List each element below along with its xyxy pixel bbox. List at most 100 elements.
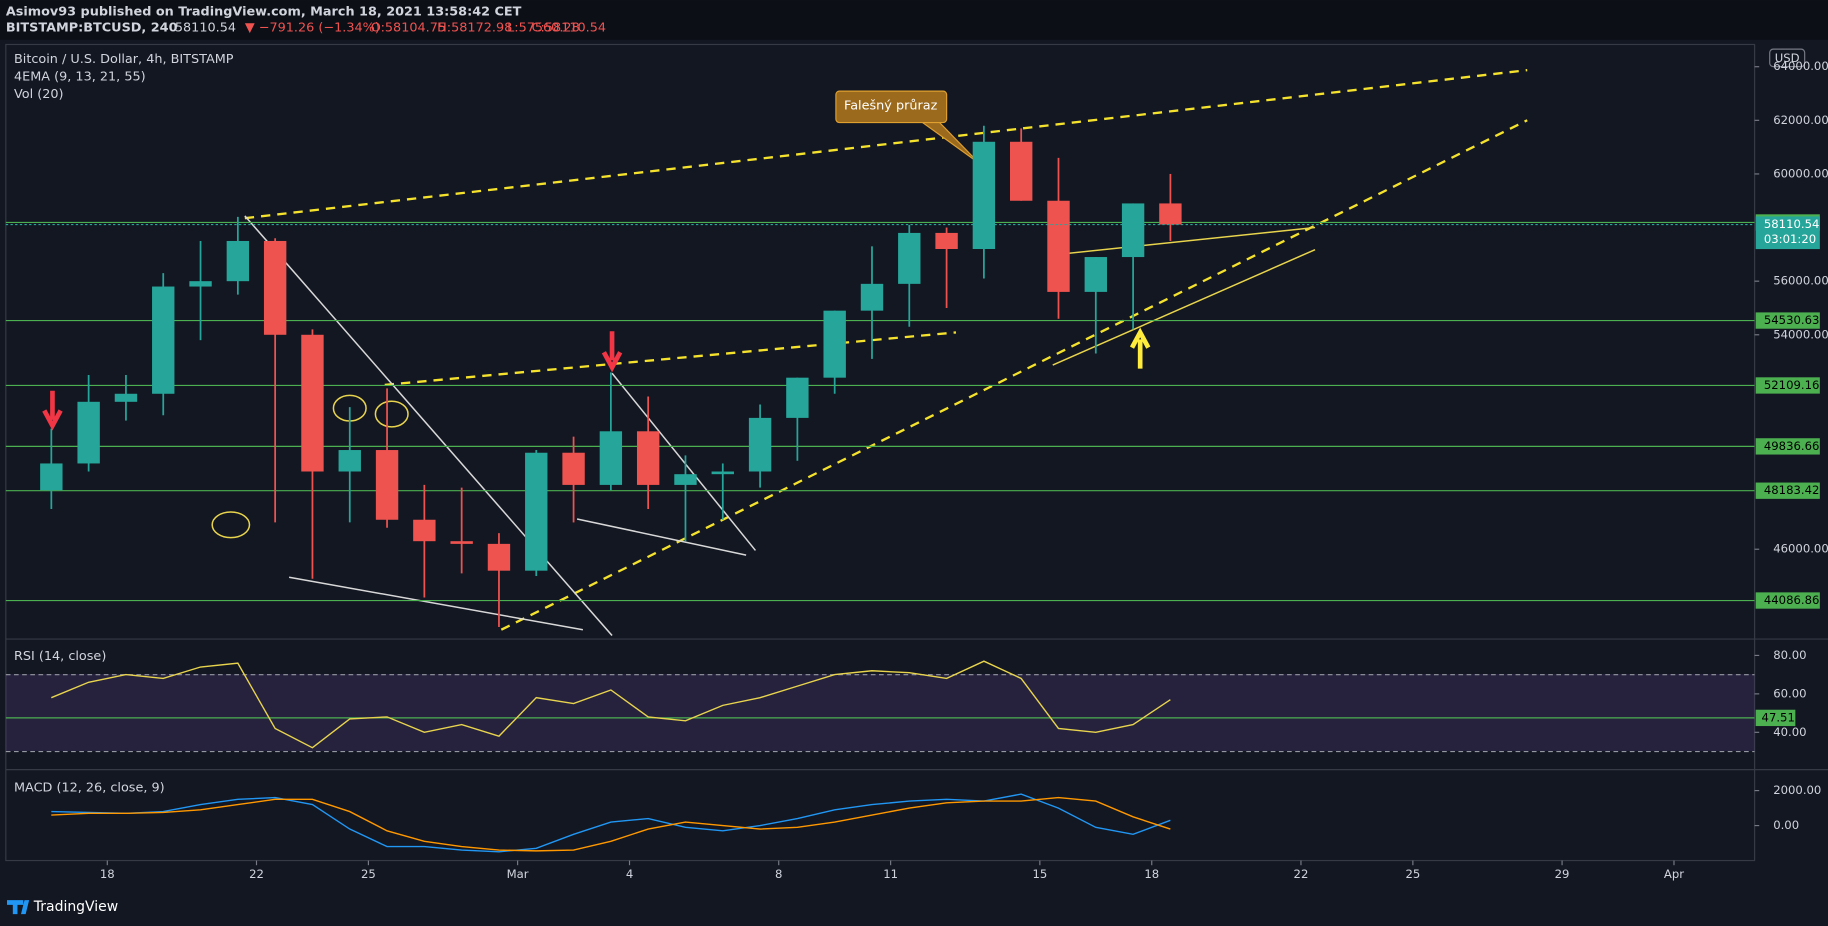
level-label: 54530.63	[1764, 313, 1820, 327]
callout-text: Falešný průraz	[844, 99, 938, 114]
x-tick-label: 29	[1555, 867, 1570, 881]
y-tick-label: 64000.00	[1773, 59, 1828, 73]
candle-body	[301, 334, 324, 472]
arrow-down	[42, 390, 63, 431]
trend-line	[576, 518, 747, 556]
candle-body	[1159, 203, 1182, 225]
candle-body	[786, 377, 809, 418]
trend-line	[611, 372, 757, 551]
candle-body	[823, 310, 846, 378]
rsi-level-tag	[1755, 709, 1796, 727]
y-tick-label: 0.00	[1773, 818, 1799, 832]
level-label: 44086.86	[1764, 593, 1820, 607]
x-tick-label: Apr	[1664, 867, 1684, 881]
high: H:58172.98	[437, 21, 512, 36]
change: ▼ −791.26 (−1.34%)	[245, 21, 380, 36]
x-tick-label: 8	[775, 867, 782, 881]
candle-body	[40, 463, 63, 491]
white-lines	[244, 215, 757, 637]
rsi-title: RSI (14, close)	[14, 649, 106, 664]
level-label: 49836.66	[1764, 439, 1820, 453]
candle-body	[226, 240, 250, 282]
circle	[211, 511, 251, 539]
price: 58110.54	[175, 21, 236, 36]
x-tick-label: 18	[100, 867, 115, 881]
candle-body	[898, 232, 921, 284]
level-tag	[1755, 438, 1820, 455]
candle-body	[450, 541, 473, 544]
rsi-line	[51, 660, 1171, 749]
callout	[835, 90, 948, 124]
level-tag	[1755, 592, 1820, 609]
last-price-label: 58110.54	[1764, 217, 1820, 231]
candle-body	[1121, 203, 1145, 258]
candle-body	[748, 417, 772, 472]
close: C:58110.54	[532, 21, 606, 36]
macd-title: MACD (12, 26, close, 9)	[14, 781, 165, 796]
countdown: 03:01:20	[1764, 232, 1816, 246]
x-tick-label: 25	[1405, 867, 1420, 881]
trend-line	[244, 215, 613, 637]
macd-line	[51, 796, 1171, 852]
low: L:57560.28	[507, 21, 580, 36]
trend-line	[244, 68, 1528, 220]
candle-body	[860, 283, 884, 311]
level-tag	[1755, 377, 1820, 394]
volume-label: Vol (20)	[14, 87, 64, 102]
author-line: Asimov93 published on TradingView.com, M…	[6, 4, 522, 19]
y-tick-label: 54000.00	[1773, 327, 1828, 341]
x-tick-label: Mar	[507, 867, 529, 881]
y-tick-label: 56000.00	[1773, 274, 1828, 288]
candle-body	[152, 286, 175, 394]
x-tick-label: 18	[1144, 867, 1159, 881]
candle-body	[413, 519, 436, 542]
y-tick-label: 2000.00	[1773, 783, 1821, 797]
circle	[374, 400, 409, 428]
candle-body	[636, 431, 660, 485]
last-price-tag	[1755, 216, 1820, 250]
candle-body	[114, 393, 138, 402]
x-tick-label: 4	[626, 867, 633, 881]
candle-body	[338, 450, 361, 472]
x-tick-label: 22	[249, 867, 264, 881]
logo	[6, 900, 30, 915]
candle-body	[375, 450, 399, 520]
candle-body	[562, 452, 585, 485]
candle-body	[1084, 257, 1107, 292]
y-tick-label: 60.00	[1773, 686, 1806, 700]
rsi-band	[5, 674, 1755, 751]
level-tag	[1755, 482, 1820, 499]
level-tag	[1755, 312, 1820, 329]
chart-title: Bitcoin / U.S. Dollar, 4h, BITSTAMP	[14, 52, 234, 67]
currency: USD	[1775, 51, 1800, 65]
candle-body	[525, 452, 548, 571]
y-tick-label: 60000.00	[1773, 166, 1828, 180]
candle-body	[674, 474, 697, 485]
drawings	[244, 68, 1528, 631]
rsi-level-label: 47.51	[1762, 710, 1795, 724]
candle-body	[1047, 200, 1070, 292]
trend-line	[1058, 226, 1316, 256]
y-tick-label: 40.00	[1773, 725, 1806, 739]
trend-line	[384, 331, 957, 387]
candle-body	[263, 240, 287, 335]
candle-body	[935, 232, 958, 250]
y-tick-label: 46000.00	[1773, 542, 1828, 556]
candle-body	[972, 141, 996, 250]
candle-body	[711, 471, 734, 475]
x-tick-label: 15	[1032, 867, 1047, 881]
x-tick-label: 22	[1294, 867, 1309, 881]
candle-body	[487, 543, 511, 571]
symbol: BITSTAMP:BTCUSD, 240	[6, 21, 178, 36]
y-tick-label: 80.00	[1773, 648, 1806, 662]
candle-body	[1010, 141, 1033, 201]
candle-body	[77, 401, 100, 464]
y-tick-label: 62000.00	[1773, 113, 1828, 127]
arrow-down	[601, 331, 623, 373]
level-label: 48183.42	[1764, 483, 1820, 497]
trend-line	[288, 576, 584, 631]
brand: TradingView	[33, 899, 118, 915]
trend-line	[500, 119, 1528, 631]
